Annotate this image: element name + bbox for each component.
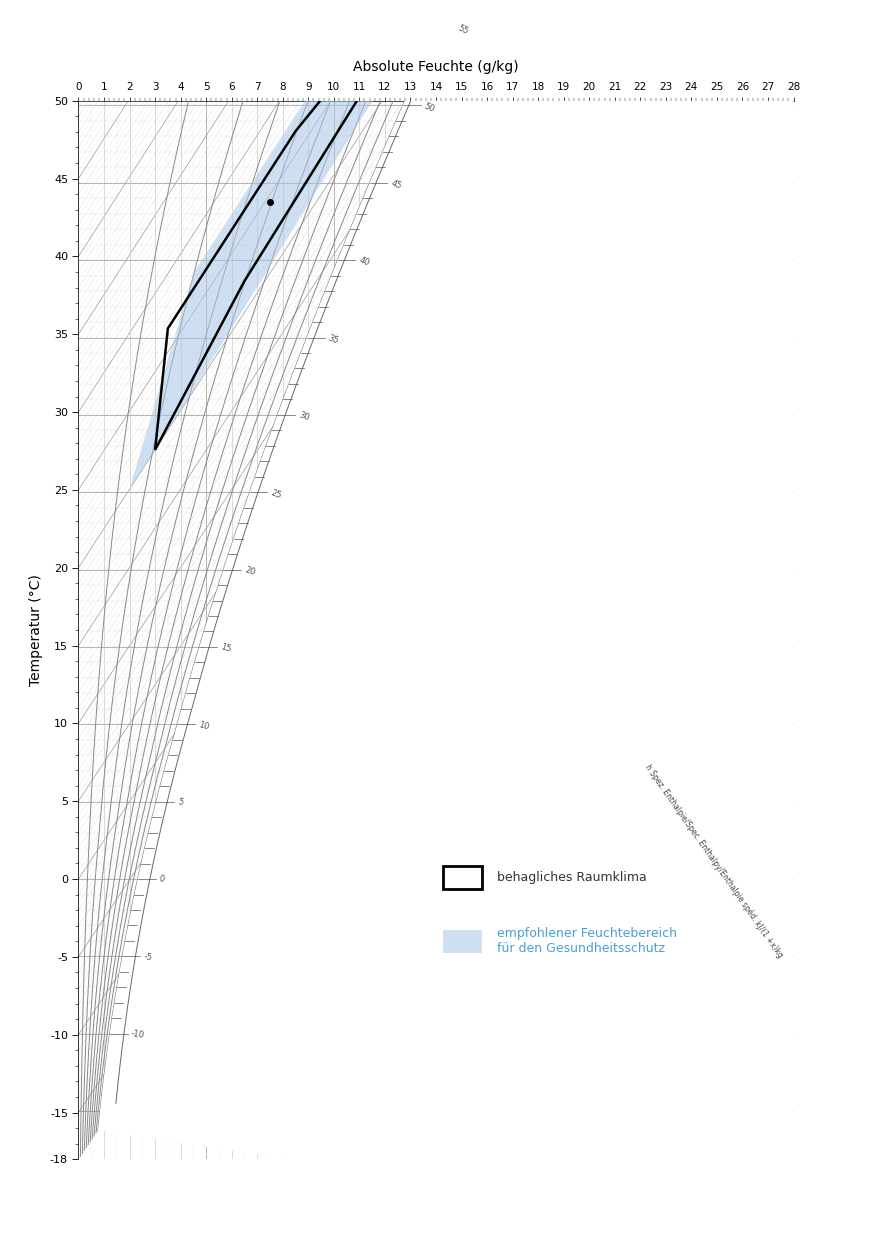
Text: 25: 25 [269, 488, 283, 500]
Text: h Spez. Enthalpie/Spec. Enthalpy/Enthalpie spéd. kJ/(1 +x)kg: h Spez. Enthalpie/Spec. Enthalpy/Enthalp… [643, 762, 785, 960]
Text: -5: -5 [143, 953, 153, 963]
Text: empfohlener Feuchtebereich
für den Gesundheitsschutz: empfohlener Feuchtebereich für den Gesun… [497, 927, 677, 955]
Text: 15: 15 [220, 643, 232, 654]
Y-axis label: Temperatur (°C): Temperatur (°C) [29, 575, 43, 685]
Text: 30: 30 [297, 411, 310, 423]
Text: 35: 35 [327, 334, 340, 345]
Polygon shape [98, 0, 794, 1236]
Text: 20: 20 [243, 566, 256, 577]
Text: 40: 40 [358, 256, 371, 268]
X-axis label: Absolute Feuchte (g/kg): Absolute Feuchte (g/kg) [353, 59, 519, 73]
Text: 55: 55 [457, 24, 470, 37]
FancyBboxPatch shape [443, 930, 482, 953]
Text: 0: 0 [159, 874, 166, 885]
Polygon shape [130, 0, 461, 489]
Text: 50: 50 [423, 101, 436, 113]
Text: behagliches Raumklima: behagliches Raumklima [497, 871, 646, 885]
Text: 10: 10 [198, 719, 210, 732]
Text: 5: 5 [177, 798, 184, 808]
Text: -10: -10 [131, 1029, 146, 1039]
Text: 45: 45 [390, 179, 403, 192]
